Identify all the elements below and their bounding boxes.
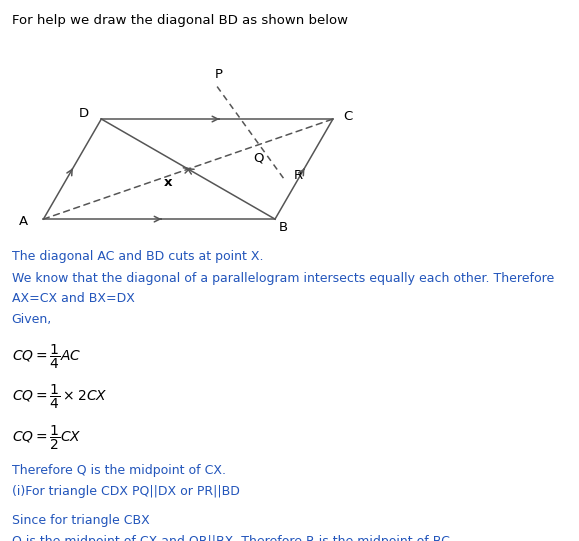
Text: (i)For triangle CDX PQ||DX or PR||BD: (i)For triangle CDX PQ||DX or PR||BD — [12, 485, 240, 498]
Text: C: C — [343, 110, 352, 123]
Text: Q is the midpoint of CX and QR||BX. Therefore R is the midpoint of BC: Q is the midpoint of CX and QR||BX. Ther… — [12, 535, 449, 541]
Text: x: x — [164, 176, 172, 189]
Text: We know that the diagonal of a parallelogram intersects equally each other. Ther: We know that the diagonal of a parallelo… — [12, 272, 554, 285]
Text: $CQ = \dfrac{1}{2}CX$: $CQ = \dfrac{1}{2}CX$ — [12, 424, 81, 452]
Text: Therefore Q is the midpoint of CX.: Therefore Q is the midpoint of CX. — [12, 464, 226, 477]
Text: For help we draw the diagonal BD as shown below: For help we draw the diagonal BD as show… — [12, 14, 347, 27]
Text: R: R — [294, 169, 303, 182]
Text: D: D — [79, 107, 89, 120]
Text: Q: Q — [254, 151, 264, 164]
Text: Given,: Given, — [12, 313, 52, 326]
Text: B: B — [279, 221, 288, 234]
Text: Since for triangle CBX: Since for triangle CBX — [12, 514, 149, 527]
Text: AX=CX and BX=DX: AX=CX and BX=DX — [12, 292, 134, 305]
Text: $CQ = \dfrac{1}{4}\times 2CX$: $CQ = \dfrac{1}{4}\times 2CX$ — [12, 383, 107, 411]
Text: $CQ = \dfrac{1}{4}AC$: $CQ = \dfrac{1}{4}AC$ — [12, 342, 81, 371]
Text: A: A — [19, 215, 28, 228]
Text: P: P — [214, 68, 222, 81]
Text: The diagonal AC and BD cuts at point X.: The diagonal AC and BD cuts at point X. — [12, 250, 263, 263]
